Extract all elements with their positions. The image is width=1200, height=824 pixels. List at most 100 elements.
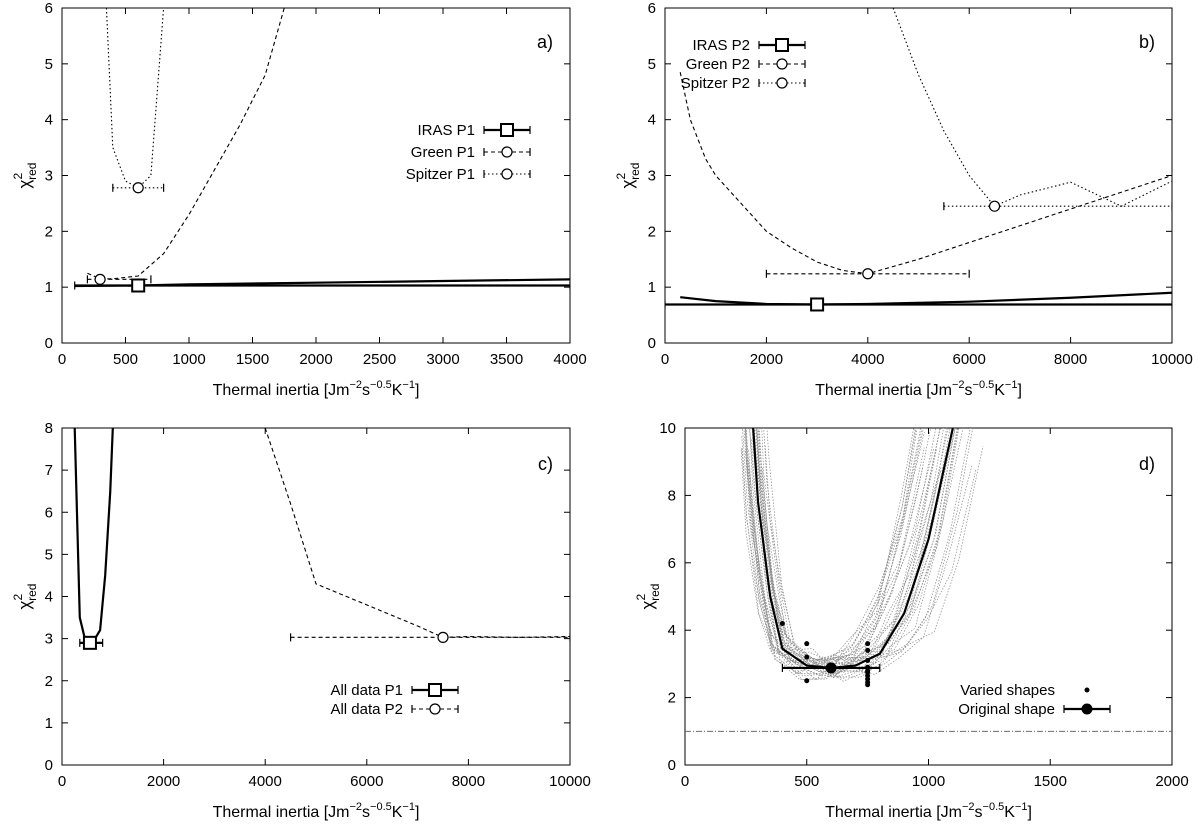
legend: Varied shapes Original shape: [958, 682, 1111, 718]
legend-label: Spitzer P1: [406, 166, 475, 183]
y-tick-label: 6: [648, 0, 656, 17]
y-tick-label: 3: [648, 168, 656, 185]
y-tick-label: 5: [45, 546, 53, 563]
x-tick-label: 1500: [236, 351, 269, 368]
varied-shape-curve: [742, 428, 924, 675]
y-tick-label: 5: [648, 56, 656, 73]
x-tick-label: 6000: [953, 351, 986, 368]
x-tick-label: 8000: [1054, 351, 1087, 368]
y-tick-label: 7: [45, 462, 53, 479]
x-tick-label: 1000: [912, 773, 945, 790]
series-line: [264, 428, 570, 638]
varied-shape-curve: [744, 428, 923, 661]
legend-label: Original shape: [958, 701, 1055, 718]
y-tick-label: 0: [45, 757, 53, 774]
varied-shape-curve: [762, 467, 977, 680]
varied-shape-curve: [745, 428, 918, 672]
varied-shape-curve: [761, 428, 960, 675]
y-tick-label: 2: [45, 223, 53, 240]
data-point: [804, 641, 810, 647]
best-fit-marker: [437, 631, 449, 643]
x-tick-label: 2000: [299, 351, 332, 368]
varied-shape-curve: [758, 428, 958, 674]
legend-label: All data P2: [330, 701, 403, 718]
data-point: [804, 654, 810, 660]
x-tick-label: 500: [794, 773, 819, 790]
x-tick-label: 2500: [363, 351, 396, 368]
legend-label: IRAS P2: [692, 37, 750, 54]
y-tick-label: 5: [45, 56, 53, 73]
legend: IRAS P2 Green P2 Spitzer P2: [681, 37, 806, 92]
panel-d: 0 500 1000 1500 2000 0 2 4 6 8 10 Thermal inertia […: [634, 420, 1189, 821]
x-tick-label: 0: [661, 351, 669, 368]
varied-shape-curve: [741, 447, 925, 668]
data-point: [865, 682, 871, 688]
series-line: [87, 8, 285, 280]
series-all-data-p1: [73, 428, 114, 650]
panel-label: a): [537, 32, 553, 52]
varied-shape-curve: [763, 428, 971, 661]
x-tick-label: 10000: [1151, 351, 1193, 368]
x-axis-label: Thermal inertia [Jm−2s−0.5K−1]: [815, 379, 1022, 399]
varied-shape-curve: [758, 428, 947, 678]
y-tick-label: 2: [668, 690, 676, 707]
best-fit-marker: [132, 182, 144, 194]
series-line: [105, 8, 165, 189]
y-axis-label: χ2red: [11, 584, 39, 610]
x-tick-label: 4000: [851, 351, 884, 368]
y-tick-label: 1: [45, 715, 53, 732]
x-tick-label: 2000: [147, 773, 180, 790]
y-tick-label: 6: [45, 504, 53, 521]
y-tick-label: 0: [45, 335, 53, 352]
series-line: [892, 8, 1172, 207]
legend-symbol: [1084, 687, 1090, 693]
y-tick-label: 3: [45, 631, 53, 648]
y-tick-label: 4: [668, 622, 676, 639]
legend-label: Green P1: [411, 144, 475, 161]
x-tick-label: 500: [113, 351, 138, 368]
x-tick-label: 10000: [549, 773, 591, 790]
legend-symbol: [776, 77, 788, 89]
series-green-p2: [679, 72, 1172, 280]
x-tick-label: 1500: [1034, 773, 1067, 790]
varied-shape-curve: [745, 448, 935, 674]
legend-symbol: [501, 168, 513, 180]
series-original-shape: [752, 428, 954, 674]
best-fit-marker: [862, 268, 874, 280]
varied-shape-curve: [755, 428, 956, 666]
y-tick-label: 6: [668, 555, 676, 572]
plot-area: [665, 8, 1172, 312]
y-tick-label: 4: [45, 112, 53, 129]
data-point: [804, 678, 810, 684]
legend-symbol: [428, 683, 442, 697]
series-line: [73, 428, 114, 645]
y-axis-label: χ2red: [634, 584, 662, 610]
legend: All data P1 All data P2: [330, 682, 459, 718]
y-tick-label: 3: [45, 168, 53, 185]
x-tick-label: 0: [681, 773, 689, 790]
legend-symbol: [429, 703, 441, 715]
legend-symbol: [776, 58, 788, 70]
varied-shape-curve: [756, 428, 956, 678]
plot-area: [74, 8, 570, 293]
best-fit-marker: [825, 662, 837, 674]
varied-shape-curve: [743, 428, 922, 669]
y-tick-label: 4: [45, 589, 53, 606]
legend-label: Varied shapes: [960, 682, 1055, 699]
legend-label: All data P1: [330, 682, 403, 699]
best-fit-marker: [82, 635, 97, 650]
varied-shape-curve: [749, 428, 937, 671]
series-green-p1: [86, 8, 285, 285]
legend-symbol: [775, 38, 789, 52]
x-axis-label: Thermal inertia [Jm−2s−0.5K−1]: [213, 801, 420, 821]
legend: IRAS P1 Green P1 Spitzer P1: [406, 122, 531, 183]
series-spitzer-p1: [105, 8, 165, 194]
y-axis-label: χ2red: [11, 163, 39, 189]
y-tick-label: 0: [668, 757, 676, 774]
x-axis-label: Thermal inertia [Jm−2s−0.5K−1]: [213, 379, 420, 399]
data-point: [779, 620, 785, 626]
y-tick-label: 8: [45, 420, 53, 437]
y-tick-label: 0: [648, 335, 656, 352]
x-tick-label: 0: [58, 351, 66, 368]
y-tick-label: 1: [45, 279, 53, 296]
